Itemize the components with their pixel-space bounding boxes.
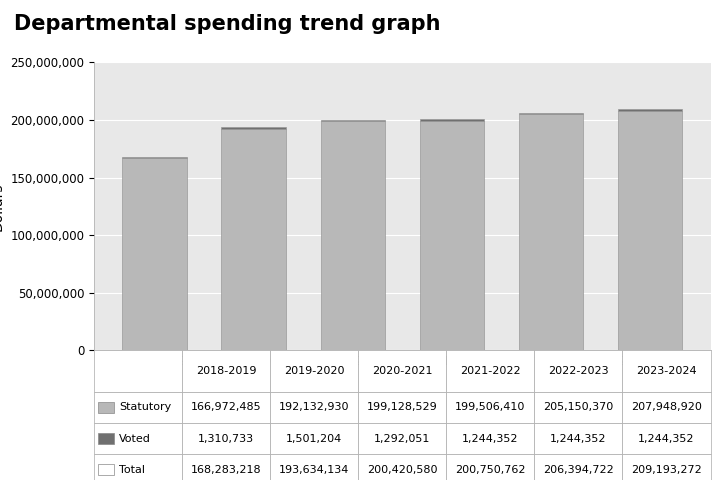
FancyBboxPatch shape (270, 423, 358, 454)
Text: 2019-2020: 2019-2020 (284, 366, 344, 376)
Text: 2022-2023: 2022-2023 (548, 366, 609, 376)
Bar (420, 119, 484, 120)
Text: 1,244,352: 1,244,352 (462, 433, 518, 444)
FancyBboxPatch shape (623, 423, 710, 454)
FancyBboxPatch shape (182, 454, 270, 480)
Text: 199,128,529: 199,128,529 (367, 402, 438, 412)
Text: Total: Total (119, 465, 145, 475)
Text: 1,310,733: 1,310,733 (198, 433, 254, 444)
Text: 199,506,410: 199,506,410 (455, 402, 526, 412)
FancyBboxPatch shape (358, 392, 447, 423)
Bar (519, 113, 584, 114)
FancyBboxPatch shape (270, 350, 358, 392)
FancyBboxPatch shape (623, 454, 710, 480)
Bar (420, 120, 484, 350)
FancyBboxPatch shape (94, 392, 182, 423)
FancyBboxPatch shape (447, 350, 534, 392)
FancyBboxPatch shape (623, 392, 710, 423)
Bar (221, 129, 286, 350)
FancyBboxPatch shape (94, 454, 182, 480)
Bar (320, 120, 385, 121)
FancyBboxPatch shape (94, 423, 182, 454)
FancyBboxPatch shape (94, 350, 182, 392)
Text: 1,292,051: 1,292,051 (374, 433, 431, 444)
Text: 205,150,370: 205,150,370 (543, 402, 613, 412)
Bar (320, 121, 385, 350)
Text: 2023-2024: 2023-2024 (636, 366, 697, 376)
FancyBboxPatch shape (534, 423, 623, 454)
Bar (123, 158, 187, 350)
Text: 193,634,134: 193,634,134 (279, 465, 349, 475)
Bar (221, 127, 286, 129)
Text: 209,193,272: 209,193,272 (631, 465, 702, 475)
FancyBboxPatch shape (358, 454, 447, 480)
Text: 207,948,920: 207,948,920 (631, 402, 702, 412)
Bar (618, 109, 682, 111)
Text: 200,750,762: 200,750,762 (455, 465, 526, 475)
Bar (123, 156, 187, 158)
FancyBboxPatch shape (270, 392, 358, 423)
Text: 2018-2019: 2018-2019 (196, 366, 257, 376)
FancyBboxPatch shape (182, 423, 270, 454)
Text: 2020-2021: 2020-2021 (372, 366, 433, 376)
FancyBboxPatch shape (358, 350, 447, 392)
Text: Departmental spending trend graph: Departmental spending trend graph (14, 14, 441, 35)
Text: 1,244,352: 1,244,352 (638, 433, 695, 444)
Text: 2021-2022: 2021-2022 (460, 366, 521, 376)
Text: 168,283,218: 168,283,218 (191, 465, 262, 475)
Bar (519, 114, 584, 350)
Text: 206,394,722: 206,394,722 (543, 465, 614, 475)
FancyBboxPatch shape (358, 423, 447, 454)
FancyBboxPatch shape (447, 423, 534, 454)
Bar (98, 465, 114, 475)
Y-axis label: Dollars: Dollars (0, 182, 5, 231)
FancyBboxPatch shape (534, 392, 623, 423)
FancyBboxPatch shape (447, 454, 534, 480)
FancyBboxPatch shape (447, 392, 534, 423)
Text: Voted: Voted (119, 433, 151, 444)
FancyBboxPatch shape (534, 350, 623, 392)
Bar (98, 402, 114, 413)
Text: 1,244,352: 1,244,352 (550, 433, 607, 444)
Text: Statutory: Statutory (119, 402, 171, 412)
Text: 200,420,580: 200,420,580 (367, 465, 438, 475)
Bar (98, 433, 114, 444)
FancyBboxPatch shape (623, 350, 710, 392)
FancyBboxPatch shape (270, 454, 358, 480)
Bar (618, 111, 682, 350)
Text: 166,972,485: 166,972,485 (191, 402, 262, 412)
FancyBboxPatch shape (182, 350, 270, 392)
Text: 1,501,204: 1,501,204 (286, 433, 342, 444)
FancyBboxPatch shape (182, 392, 270, 423)
Text: 192,132,930: 192,132,930 (279, 402, 349, 412)
FancyBboxPatch shape (534, 454, 623, 480)
